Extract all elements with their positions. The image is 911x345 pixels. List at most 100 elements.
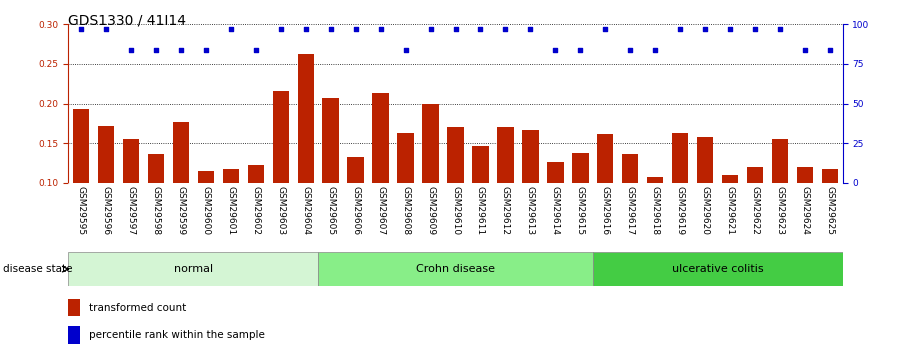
Text: GSM29622: GSM29622	[751, 186, 760, 235]
Point	[548, 47, 563, 52]
Bar	[593, 252, 843, 286]
Bar	[497, 127, 514, 262]
Bar	[622, 154, 639, 262]
Text: GSM29601: GSM29601	[226, 186, 235, 235]
Text: GSM29612: GSM29612	[501, 186, 510, 235]
Bar	[322, 98, 339, 262]
Bar	[347, 157, 363, 262]
Bar	[318, 252, 593, 286]
Bar	[747, 167, 763, 262]
Text: GSM29614: GSM29614	[551, 186, 560, 235]
Text: ulcerative colitis: ulcerative colitis	[672, 264, 763, 274]
Text: transformed count: transformed count	[89, 303, 186, 313]
Text: GSM29625: GSM29625	[825, 186, 834, 235]
Bar	[373, 93, 389, 262]
Text: GSM29600: GSM29600	[201, 186, 210, 235]
Text: GSM29598: GSM29598	[151, 186, 160, 235]
Text: GSM29603: GSM29603	[276, 186, 285, 235]
Point	[398, 47, 413, 52]
Point	[748, 26, 763, 32]
Bar	[722, 175, 739, 262]
Bar	[397, 133, 414, 262]
Point	[823, 47, 837, 52]
Text: GSM29610: GSM29610	[451, 186, 460, 235]
Bar	[68, 299, 80, 316]
Point	[124, 47, 138, 52]
Bar	[797, 167, 814, 262]
Text: GSM29624: GSM29624	[801, 186, 810, 235]
Bar	[298, 54, 313, 262]
Bar	[822, 169, 838, 262]
Bar	[447, 127, 464, 262]
Text: GSM29609: GSM29609	[426, 186, 435, 235]
Point	[573, 47, 588, 52]
Bar	[68, 252, 318, 286]
Bar	[222, 169, 239, 262]
Bar	[73, 109, 89, 262]
Bar	[148, 154, 164, 262]
Bar	[697, 137, 713, 262]
Text: GSM29620: GSM29620	[701, 186, 710, 235]
Text: GSM29621: GSM29621	[726, 186, 735, 235]
Point	[473, 26, 487, 32]
Point	[773, 26, 787, 32]
Point	[273, 26, 288, 32]
Point	[173, 47, 188, 52]
Bar	[773, 139, 788, 262]
Bar	[647, 177, 663, 262]
Text: percentile rank within the sample: percentile rank within the sample	[89, 330, 265, 340]
Point	[599, 26, 613, 32]
Text: GSM29617: GSM29617	[626, 186, 635, 235]
Bar	[272, 91, 289, 262]
Point	[523, 26, 537, 32]
Bar	[473, 146, 488, 262]
Bar	[198, 171, 214, 262]
Text: GSM29599: GSM29599	[176, 186, 185, 235]
Bar	[172, 122, 189, 262]
Point	[223, 26, 238, 32]
Text: GSM29602: GSM29602	[251, 186, 261, 235]
Text: GSM29623: GSM29623	[776, 186, 784, 235]
Bar	[423, 104, 438, 262]
Point	[298, 26, 312, 32]
Point	[623, 47, 638, 52]
Point	[323, 26, 338, 32]
Text: GSM29607: GSM29607	[376, 186, 385, 235]
Text: GDS1330 / 41I14: GDS1330 / 41I14	[68, 14, 187, 28]
Text: GSM29619: GSM29619	[676, 186, 685, 235]
Point	[74, 26, 88, 32]
Point	[348, 26, 363, 32]
Point	[249, 47, 263, 52]
Point	[199, 47, 213, 52]
Text: GSM29611: GSM29611	[476, 186, 485, 235]
Text: GSM29606: GSM29606	[351, 186, 360, 235]
Text: GSM29613: GSM29613	[526, 186, 535, 235]
Point	[673, 26, 688, 32]
Point	[374, 26, 388, 32]
Text: GSM29604: GSM29604	[302, 186, 310, 235]
Bar	[598, 135, 613, 262]
Point	[148, 47, 163, 52]
Point	[424, 26, 438, 32]
Point	[798, 47, 813, 52]
Text: GSM29608: GSM29608	[401, 186, 410, 235]
Text: GSM29618: GSM29618	[650, 186, 660, 235]
Point	[498, 26, 513, 32]
Text: GSM29595: GSM29595	[77, 186, 86, 235]
Text: GSM29605: GSM29605	[326, 186, 335, 235]
Text: Crohn disease: Crohn disease	[416, 264, 495, 274]
Bar	[123, 139, 138, 262]
Bar	[97, 126, 114, 262]
Text: disease state: disease state	[3, 264, 72, 274]
Bar	[248, 165, 264, 262]
Text: GSM29596: GSM29596	[101, 186, 110, 235]
Text: GSM29597: GSM29597	[127, 186, 135, 235]
Point	[698, 26, 712, 32]
Bar	[572, 153, 589, 262]
Text: GSM29616: GSM29616	[601, 186, 609, 235]
Point	[648, 47, 662, 52]
Bar	[672, 133, 689, 262]
Text: normal: normal	[174, 264, 213, 274]
Point	[98, 26, 113, 32]
Bar	[522, 130, 538, 262]
